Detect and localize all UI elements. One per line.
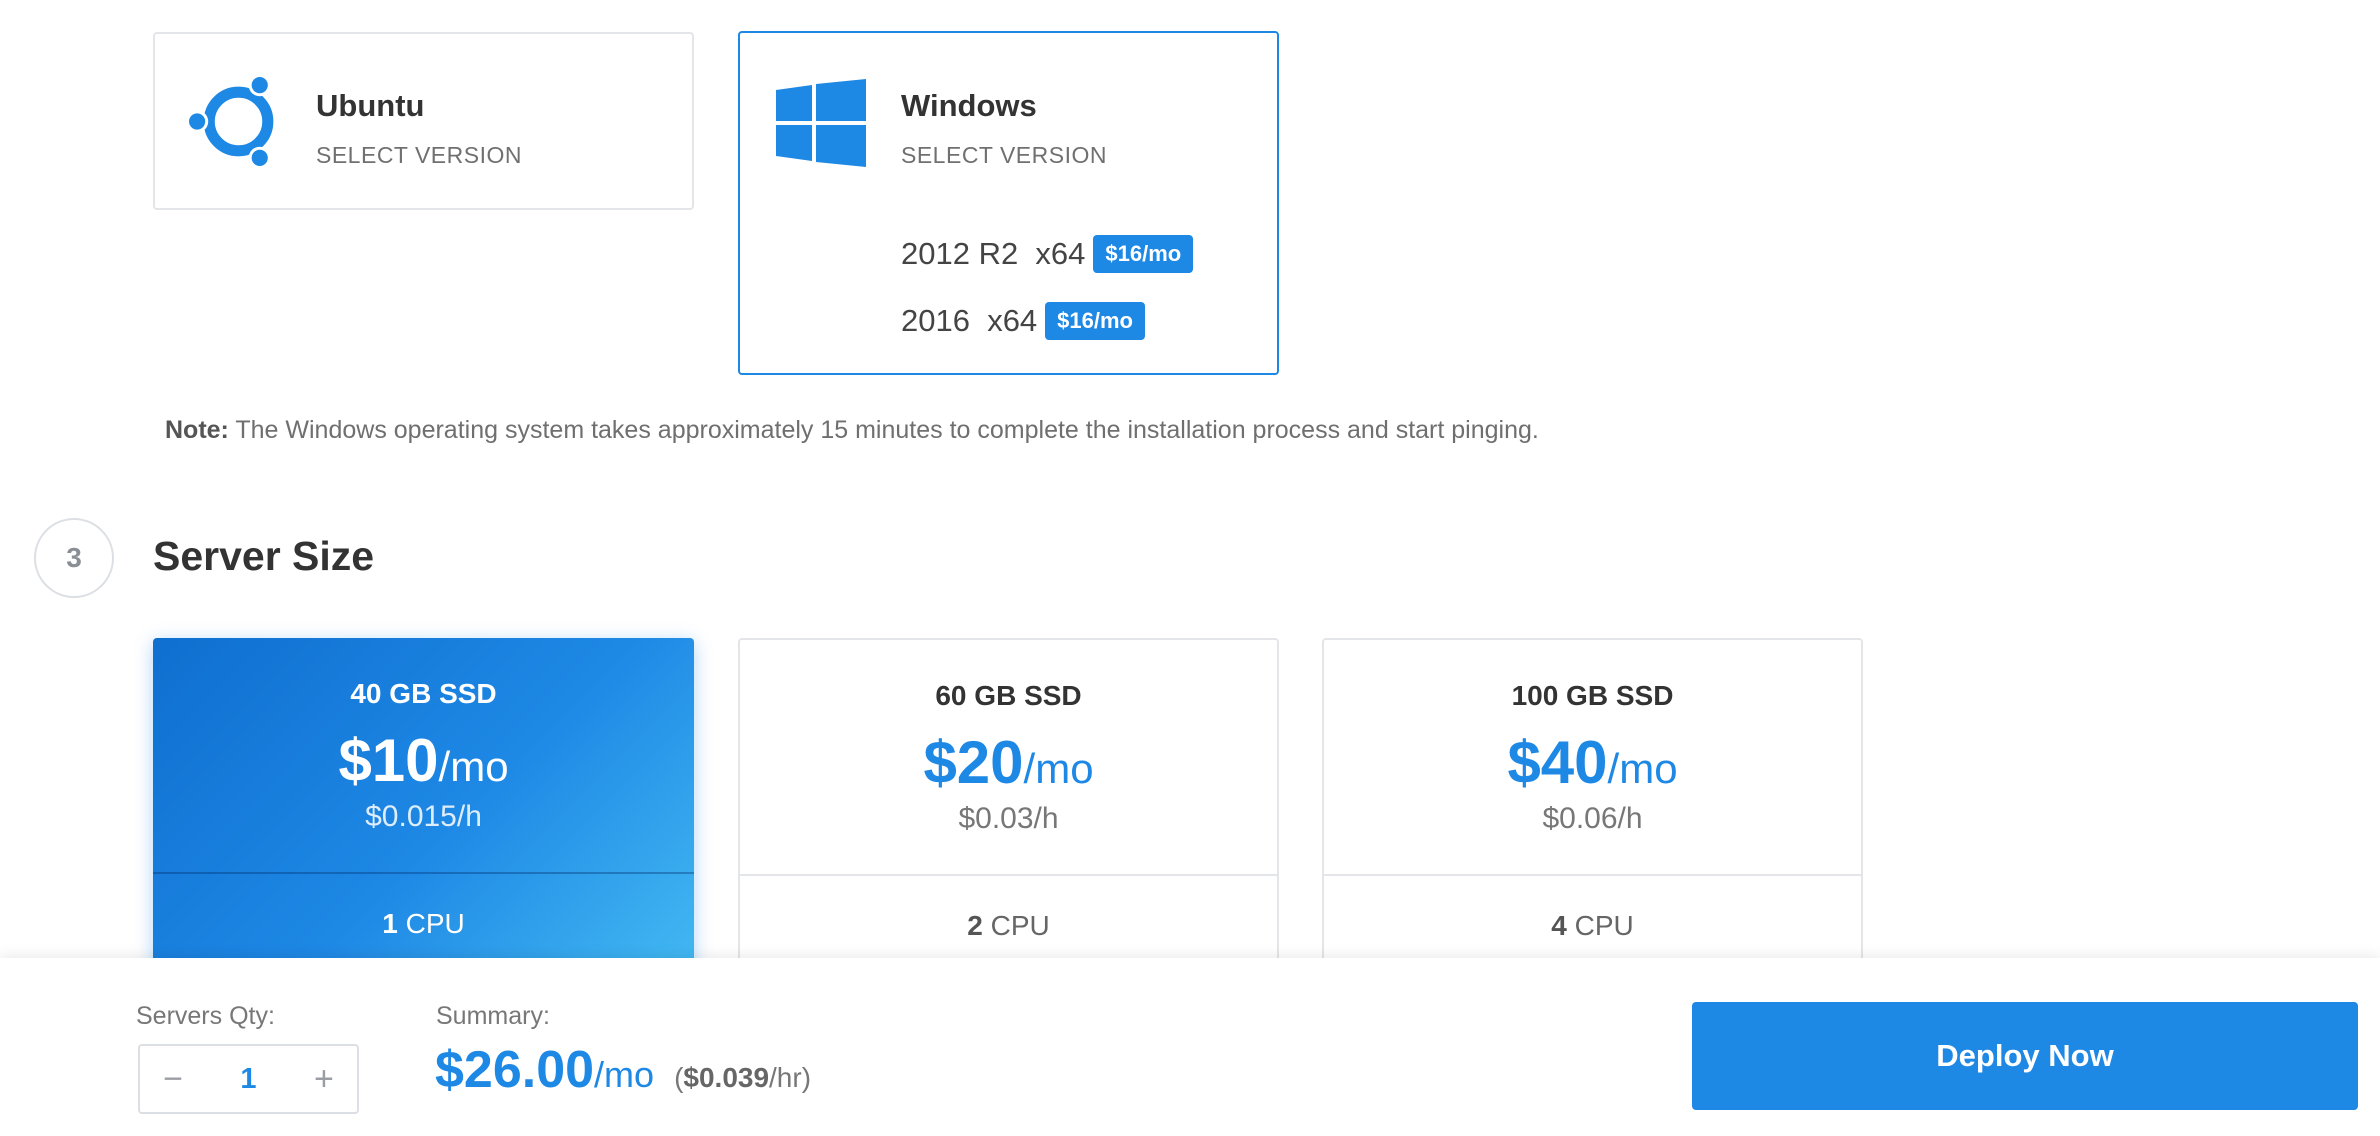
os-card-windows[interactable]: Windows SELECT VERSION 2012 R2 x64 $16/m… bbox=[738, 31, 1279, 375]
select-version-windows[interactable]: SELECT VERSION bbox=[901, 142, 1107, 168]
cpu-label: CPU bbox=[1566, 910, 1634, 941]
quantity-value[interactable]: 1 bbox=[240, 1062, 257, 1095]
size-card-100gb[interactable]: 100 GB SSD $40/mo $0.06/h 4 CPU bbox=[1322, 638, 1863, 968]
price-amount: $40 bbox=[1507, 729, 1608, 796]
version-label[interactable]: 2016 x64 bbox=[901, 303, 1038, 338]
size-hourly-price: $0.015/h bbox=[365, 800, 482, 833]
size-title: 100 GB SSD bbox=[1511, 680, 1674, 711]
windows-logo-icon bbox=[776, 79, 866, 167]
decrement-button[interactable]: − bbox=[163, 1059, 183, 1098]
cpu-label: CPU bbox=[982, 910, 1050, 941]
summary-amount: $26.00 bbox=[435, 1041, 595, 1099]
version-option[interactable]: 2012 R2 x64 $16/mo bbox=[901, 235, 1194, 273]
divider bbox=[1324, 874, 1861, 876]
size-card-60gb[interactable]: 60 GB SSD $20/mo $0.03/h 2 CPU bbox=[738, 638, 1279, 968]
windows-install-note: Note: The Windows operating system takes… bbox=[165, 416, 1539, 445]
summary-hourly-value: $0.039 bbox=[683, 1062, 770, 1093]
price-period: /mo bbox=[438, 743, 509, 790]
cpu-count: 1 bbox=[382, 908, 398, 939]
step-number: 3 bbox=[34, 518, 114, 598]
price-badge: $16/mo bbox=[1093, 235, 1194, 273]
summary-label: Summary: bbox=[436, 1002, 550, 1030]
increment-button[interactable]: + bbox=[314, 1059, 334, 1098]
price-amount: $10 bbox=[338, 727, 439, 794]
summary-price: $26.00/mo ($0.039/hr) bbox=[435, 1040, 811, 1100]
quantity-stepper[interactable]: − 1 + bbox=[138, 1044, 359, 1114]
deploy-footer-bar: Servers Qty: − 1 + Summary: $26.00/mo ($0… bbox=[0, 958, 2380, 1136]
size-hourly-price: $0.06/h bbox=[1542, 802, 1643, 835]
os-card-ubuntu[interactable]: Ubuntu SELECT VERSION bbox=[153, 32, 694, 210]
summary-hourly-unit: /hr) bbox=[769, 1062, 812, 1093]
os-name-ubuntu: Ubuntu bbox=[316, 88, 425, 123]
cpu-spec: 4 CPU bbox=[1324, 910, 1861, 942]
size-card-40gb[interactable]: 40 GB SSD $10/mo $0.015/h 1 CPU bbox=[153, 638, 694, 968]
size-hourly-price: $0.03/h bbox=[958, 802, 1059, 835]
size-price: $40/mo bbox=[1324, 728, 1861, 797]
deploy-now-button[interactable]: Deploy Now bbox=[1692, 1002, 2358, 1110]
select-version-ubuntu[interactable]: SELECT VERSION bbox=[316, 142, 522, 168]
cpu-count: 2 bbox=[967, 910, 983, 941]
summary-hourly-open: ( bbox=[674, 1062, 684, 1093]
cpu-count: 4 bbox=[1551, 910, 1567, 941]
size-title: 60 GB SSD bbox=[935, 680, 1082, 711]
os-name-windows: Windows bbox=[901, 88, 1037, 123]
version-option[interactable]: 2016 x64 $16/mo bbox=[901, 302, 1145, 340]
cpu-label: CPU bbox=[397, 908, 465, 939]
size-price: $10/mo bbox=[153, 726, 694, 795]
summary-hourly: ($0.039/hr) bbox=[674, 1062, 811, 1093]
ubuntu-logo-icon bbox=[186, 74, 274, 169]
divider bbox=[153, 872, 694, 874]
price-period: /mo bbox=[1023, 745, 1094, 792]
divider bbox=[740, 874, 1277, 876]
servers-qty-label: Servers Qty: bbox=[136, 1002, 275, 1030]
cpu-spec: 2 CPU bbox=[740, 910, 1277, 942]
price-period: /mo bbox=[1607, 745, 1678, 792]
note-prefix: Note: bbox=[165, 416, 229, 444]
size-title: 40 GB SSD bbox=[350, 678, 497, 709]
size-price: $20/mo bbox=[740, 728, 1277, 797]
summary-period: /mo bbox=[594, 1054, 655, 1095]
section-title: Server Size bbox=[153, 533, 375, 579]
price-amount: $20 bbox=[923, 729, 1024, 796]
cpu-spec: 1 CPU bbox=[153, 908, 694, 940]
version-label[interactable]: 2012 R2 x64 bbox=[901, 236, 1086, 271]
price-badge: $16/mo bbox=[1045, 302, 1145, 340]
note-text: The Windows operating system takes appro… bbox=[228, 416, 1539, 444]
